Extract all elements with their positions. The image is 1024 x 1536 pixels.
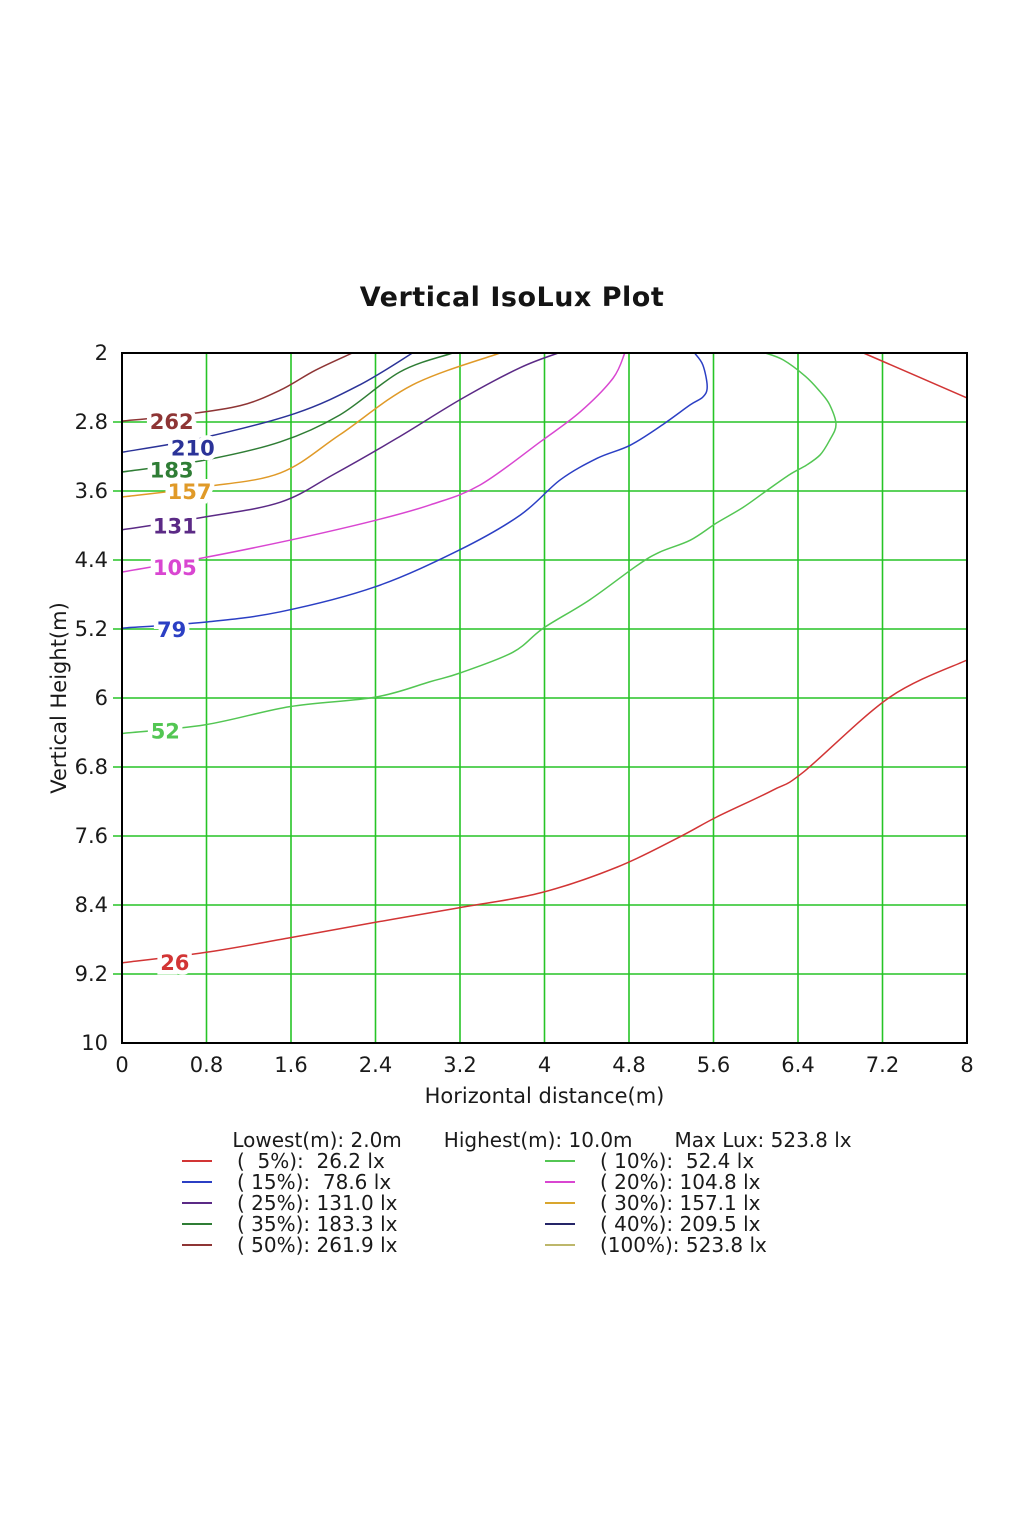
legend-row: ( 50%): 261.9 lx (100%): 523.8 lx bbox=[182, 1233, 767, 1257]
x-tick-label: 8 bbox=[960, 1053, 973, 1077]
legend-item-label: ( 5%): 26.2 lx bbox=[237, 1148, 385, 1173]
legend-item: ( 40%): 209.5 lx bbox=[545, 1212, 761, 1236]
x-tick-label: 3.2 bbox=[443, 1053, 476, 1077]
legend-line-swatch bbox=[545, 1159, 575, 1162]
legend-item: ( 25%): 131.0 lx bbox=[182, 1191, 545, 1215]
y-axis-label: Vertical Height(m) bbox=[47, 602, 71, 794]
legend-line-swatch bbox=[545, 1222, 575, 1225]
legend-line-swatch bbox=[545, 1201, 575, 1204]
legend-item: ( 20%): 104.8 lx bbox=[545, 1170, 761, 1194]
contour-line-5% bbox=[121, 659, 968, 964]
x-axis-label: Horizontal distance(m) bbox=[425, 1084, 665, 1108]
x-tick-label: 0 bbox=[115, 1053, 128, 1077]
x-tick-label: 1.6 bbox=[274, 1053, 307, 1077]
legend-line-swatch bbox=[545, 1243, 575, 1246]
x-tick-label: 7.2 bbox=[866, 1053, 899, 1077]
contour-line-40% bbox=[121, 352, 414, 453]
contour-line-5% bbox=[862, 352, 968, 399]
legend-item-label: ( 20%): 104.8 lx bbox=[600, 1169, 761, 1194]
legend-item: ( 30%): 157.1 lx bbox=[545, 1191, 761, 1215]
y-tick-label: 4.4 bbox=[75, 548, 108, 572]
y-tick-label: 5.2 bbox=[75, 617, 108, 641]
y-tick-label: 3.6 bbox=[75, 479, 108, 503]
legend-item: (100%): 523.8 lx bbox=[545, 1233, 767, 1257]
y-tick-label: 2 bbox=[95, 341, 108, 365]
legend-line-swatch bbox=[182, 1180, 212, 1183]
legend-item: ( 10%): 52.4 lx bbox=[545, 1149, 754, 1173]
legend-highest: Highest(m): 10.0m bbox=[443, 1128, 633, 1152]
legend-row: ( 35%): 183.3 lx ( 40%): 209.5 lx bbox=[182, 1212, 767, 1236]
legend-row: ( 25%): 131.0 lx ( 30%): 157.1 lx bbox=[182, 1191, 767, 1215]
legend-item-label: ( 25%): 131.0 lx bbox=[237, 1190, 398, 1215]
contour-line-35% bbox=[121, 352, 454, 473]
legend-line-swatch bbox=[182, 1222, 212, 1225]
legend-rows: ( 5%): 26.2 lx( 10%): 52.4 lx( 15%): 78.… bbox=[182, 1149, 767, 1257]
contour-label-35%: 183 bbox=[150, 458, 194, 482]
legend-item-label: ( 15%): 78.6 lx bbox=[237, 1169, 392, 1194]
y-tick-label: 2.8 bbox=[75, 410, 108, 434]
legend-item-label: ( 10%): 52.4 lx bbox=[600, 1148, 755, 1173]
contour-line-10% bbox=[121, 352, 837, 735]
legend-header: Lowest(m): 2.0m Highest(m): 10.0m Max Lu… bbox=[30, 1128, 1024, 1152]
legend-maxlux: Max Lux: 523.8 lx bbox=[674, 1128, 852, 1152]
y-tick-label: 6.8 bbox=[75, 755, 108, 779]
legend-item: ( 5%): 26.2 lx bbox=[182, 1149, 545, 1173]
contour-line-25% bbox=[121, 352, 559, 531]
contour-label-15%: 79 bbox=[157, 618, 186, 642]
contour-label-10%: 52 bbox=[151, 720, 180, 744]
contour-line-30% bbox=[121, 352, 501, 498]
legend-line-swatch bbox=[182, 1159, 212, 1162]
x-tick-label: 4 bbox=[538, 1053, 551, 1077]
contour-label-5%: 26 bbox=[160, 951, 189, 975]
legend-item-label: (100%): 523.8 lx bbox=[600, 1232, 767, 1257]
y-tick-label: 8.4 bbox=[75, 893, 108, 917]
legend-item-label: ( 30%): 157.1 lx bbox=[600, 1190, 761, 1215]
x-tick-label: 0.8 bbox=[190, 1053, 223, 1077]
legend-item: ( 15%): 78.6 lx bbox=[182, 1170, 545, 1194]
legend-item-label: ( 35%): 183.3 lx bbox=[237, 1211, 398, 1236]
legend-item-label: ( 50%): 261.9 lx bbox=[237, 1232, 398, 1257]
legend-item-label: ( 40%): 209.5 lx bbox=[600, 1211, 761, 1236]
y-tick-label: 10 bbox=[81, 1031, 108, 1055]
legend-item: ( 50%): 261.9 lx bbox=[182, 1233, 545, 1257]
y-tick-label: 9.2 bbox=[75, 962, 108, 986]
legend-lowest: Lowest(m): 2.0m bbox=[232, 1128, 402, 1152]
y-tick-label: 6 bbox=[95, 686, 108, 710]
contour-label-50%: 262 bbox=[150, 410, 194, 434]
y-tick-label: 7.6 bbox=[75, 824, 108, 848]
x-tick-label: 4.8 bbox=[612, 1053, 645, 1077]
contour-label-30%: 157 bbox=[168, 480, 212, 504]
legend-row: ( 5%): 26.2 lx ( 10%): 52.4 lx bbox=[182, 1149, 767, 1173]
contour-label-25%: 131 bbox=[153, 514, 197, 538]
legend-line-swatch bbox=[182, 1243, 212, 1246]
legend-item: ( 35%): 183.3 lx bbox=[182, 1212, 545, 1236]
x-tick-label: 2.4 bbox=[359, 1053, 392, 1077]
plot-border bbox=[121, 352, 968, 1044]
legend-row: ( 15%): 78.6 lx ( 20%): 104.8 lx bbox=[182, 1170, 767, 1194]
contour-label-20%: 105 bbox=[153, 556, 197, 580]
contour-line-50% bbox=[121, 352, 354, 422]
contour-line-20% bbox=[121, 352, 626, 573]
contour-label-40%: 210 bbox=[171, 437, 215, 461]
x-tick-label: 6.4 bbox=[781, 1053, 814, 1077]
legend-line-swatch bbox=[182, 1201, 212, 1204]
legend-line-swatch bbox=[545, 1180, 575, 1183]
contour-line-15% bbox=[121, 352, 708, 629]
x-tick-label: 5.6 bbox=[697, 1053, 730, 1077]
legend: Lowest(m): 2.0m Highest(m): 10.0m Max Lu… bbox=[0, 1128, 1024, 1257]
chart-title: Vertical IsoLux Plot bbox=[359, 282, 665, 313]
